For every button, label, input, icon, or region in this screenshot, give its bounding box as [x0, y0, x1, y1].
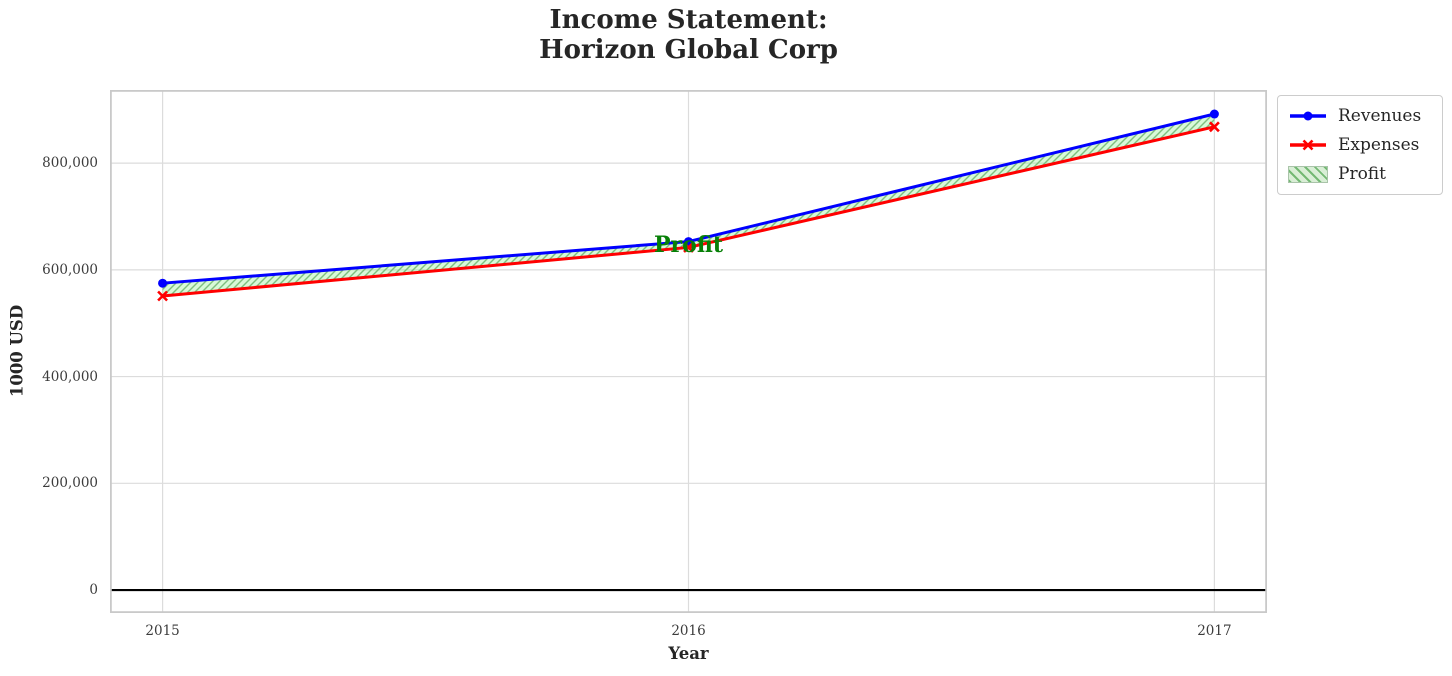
y-tick-label: 800,000 — [42, 155, 98, 172]
legend-label-revenues: Revenues — [1338, 106, 1422, 126]
y-tick-label: 600,000 — [42, 261, 98, 278]
legend-label-expenses: Expenses — [1338, 135, 1420, 155]
revenues-line-icon — [1290, 111, 1326, 121]
chart-title-line1: Income Statement: — [549, 5, 828, 35]
legend-item-profit: Profit — [1288, 161, 1432, 187]
profit-annotation: Profit — [654, 232, 723, 259]
legend-item-revenues: Revenues — [1288, 103, 1432, 129]
y-tick-label: 0 — [89, 582, 98, 599]
chart-title: Income Statement: Horizon Global Corp — [110, 5, 1267, 65]
expenses-line-icon — [1290, 139, 1326, 151]
legend-item-expenses: Expenses — [1288, 132, 1432, 158]
x-tick-label: 2017 — [1197, 623, 1232, 639]
chart-title-line2: Horizon Global Corp — [539, 35, 838, 65]
legend: Revenues Expenses Profit — [1277, 95, 1443, 195]
y-tick-label: 400,000 — [42, 368, 98, 385]
x-tick-label: 2016 — [671, 623, 706, 639]
x-axis-label: Year — [668, 644, 709, 663]
plot-area — [110, 90, 1267, 613]
y-tick-label: 200,000 — [42, 475, 98, 492]
profit-hatch-icon — [1288, 165, 1328, 183]
x-tick-label: 2015 — [145, 623, 180, 639]
legend-label-profit: Profit — [1338, 164, 1386, 184]
